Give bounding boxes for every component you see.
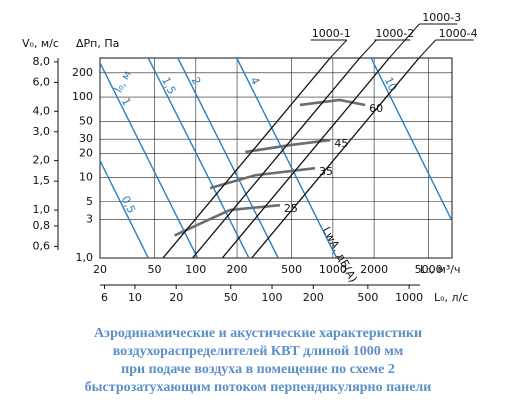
y2-tick-label: 200	[72, 66, 93, 79]
series-label: 1000-2	[375, 27, 414, 40]
duct-line	[251, 57, 420, 259]
throw-line	[370, 58, 452, 223]
y2-tick-label: 10	[79, 171, 93, 184]
y2-tick-label: 30	[79, 132, 93, 145]
y-tick-label: 2,0	[33, 154, 51, 167]
x-tick-label: 2000	[360, 263, 388, 276]
x2-tick-label: 500	[357, 291, 378, 304]
x-tick-label: 200	[227, 263, 248, 276]
x2-tick-label: 1000	[395, 291, 423, 304]
noise-curve	[299, 98, 366, 107]
label-leader	[418, 39, 437, 59]
x-tick-label: 1000	[319, 263, 347, 276]
throw-line	[177, 58, 279, 258]
x2-tick-label: 50	[224, 291, 238, 304]
y-tick-label: 0,8	[33, 219, 51, 232]
x-tick-label: 100	[185, 263, 206, 276]
caption-line: быстрозатухающим потоком перпендикулярно…	[85, 380, 432, 395]
noise-curve	[174, 203, 281, 237]
y2-tick-label: 50	[79, 114, 93, 127]
y2-tick-label: 1,0	[76, 251, 94, 264]
noise-curve-label: 35	[319, 165, 333, 178]
duct-line	[221, 57, 390, 259]
y-tick-label: 1,0	[33, 203, 51, 216]
caption-line: при подаче воздуха в помещение по схеме …	[121, 362, 395, 377]
x2-tick-label: 6	[101, 291, 108, 304]
x-tick-label: 50	[148, 263, 162, 276]
x2-axis-label: L₀, л/с	[434, 291, 468, 304]
noise-curve-label: 25	[284, 202, 298, 215]
throw-line	[147, 58, 250, 258]
series-label: 1000-3	[422, 11, 461, 24]
label-leader	[359, 39, 377, 59]
label-leader	[329, 39, 348, 59]
x-tick-label: 500	[281, 263, 302, 276]
noise-curve-label: 45	[334, 137, 348, 150]
series-label: 1000-4	[439, 27, 478, 40]
y-tick-label: 6,0	[33, 75, 51, 88]
x2-tick-label: 10	[128, 291, 142, 304]
x-tick-label: 20	[93, 263, 107, 276]
duct-line	[192, 57, 361, 259]
y-tick-label: 3,0	[33, 125, 51, 138]
y-tick-label: 8,0	[33, 55, 51, 68]
y-axis-label: V₀, м/с	[22, 37, 59, 50]
series-label: 1000-1	[312, 27, 351, 40]
x-tick-label: 5000	[415, 263, 443, 276]
y2-axis-label: ΔPп, Па	[76, 37, 119, 50]
throw-line-label: 10	[382, 75, 400, 93]
x-axis-label: L₀, м³/ч	[420, 263, 460, 276]
x2-tick-label: 20	[169, 291, 183, 304]
caption-line: Аэродинамические и акустические характер…	[94, 326, 422, 341]
y2-tick-label: 3	[86, 213, 93, 226]
x2-tick-label: 200	[303, 291, 324, 304]
y2-tick-label: 5	[86, 195, 93, 208]
throw-line	[236, 58, 338, 258]
label-leader	[388, 23, 420, 59]
y-tick-label: 0,6	[33, 239, 51, 252]
y2-tick-label: 100	[72, 90, 93, 103]
throw-line	[100, 61, 199, 258]
caption-line: воздухораспределителей КВТ длиной 1000 м…	[113, 344, 404, 359]
y2-tick-label: 20	[79, 146, 93, 159]
x2-tick-label: 100	[262, 291, 283, 304]
noise-curve	[245, 138, 331, 154]
y-tick-label: 4,0	[33, 104, 51, 117]
duct-line	[162, 57, 331, 259]
grid	[99, 58, 452, 259]
y-tick-label: 1,5	[33, 174, 51, 187]
throw-line	[100, 159, 149, 258]
